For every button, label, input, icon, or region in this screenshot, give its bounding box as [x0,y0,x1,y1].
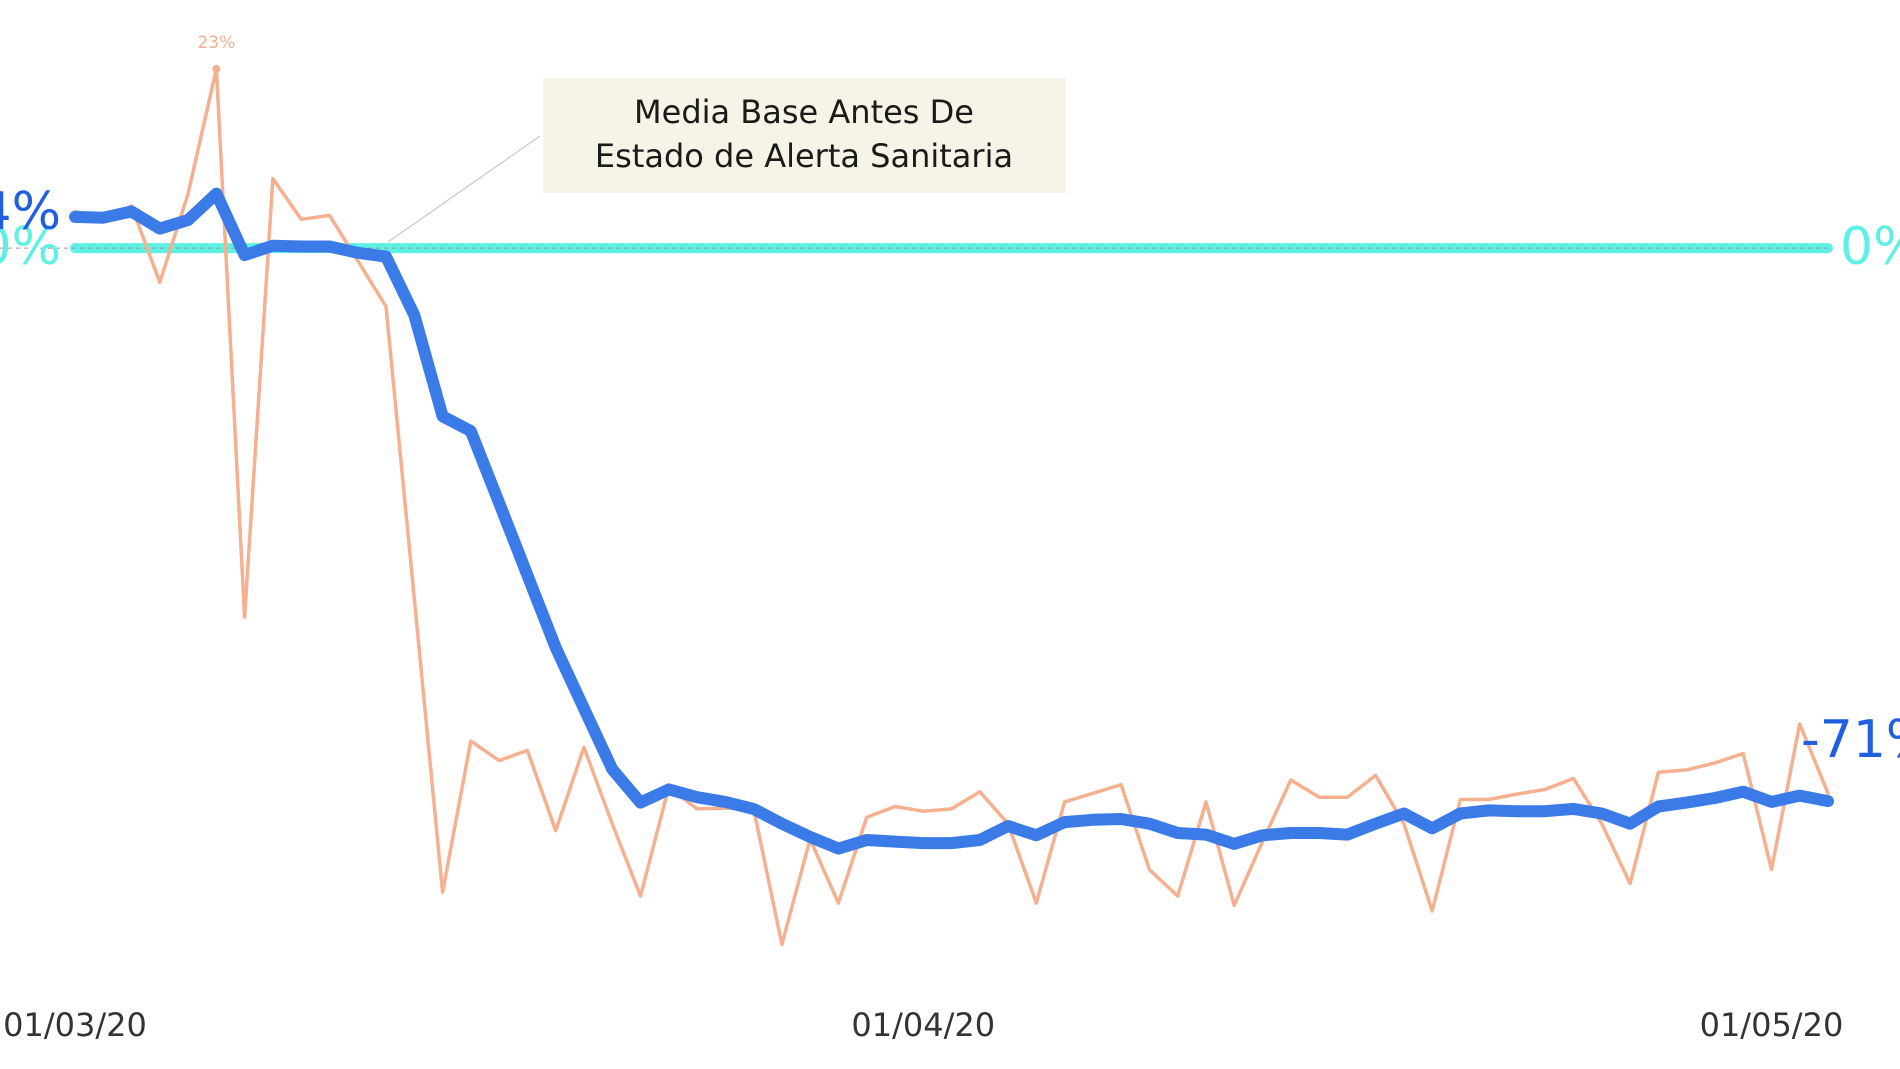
label-layer: 0% 0% 23% 4% -71% [0,33,1900,770]
reference-label: 0% [0,217,61,277]
annotation-pointer [387,135,541,243]
annotation-text: Media Base Antes De [634,93,974,131]
line-layer [69,64,1834,947]
x-axis: 01/03/20 01/04/20 01/05/20 [3,1006,1843,1044]
annotation-box [543,78,1066,193]
series-line [73,67,1830,947]
value-label: 4% [0,182,61,242]
reference-label: 0% [1840,217,1900,277]
x-tick-label: 01/03/20 [3,1006,147,1044]
value-label: 23% [197,33,235,53]
series-line [69,187,1834,855]
annotation-text: Estado de Alerta Sanitaria [595,137,1013,175]
value-label: -71% [1801,710,1900,770]
x-tick-label: 01/05/20 [1700,1006,1844,1044]
annotation: Media Base Antes De Estado de Alerta San… [387,78,1066,243]
point-marker [212,64,221,73]
x-tick-label: 01/04/20 [851,1006,995,1044]
